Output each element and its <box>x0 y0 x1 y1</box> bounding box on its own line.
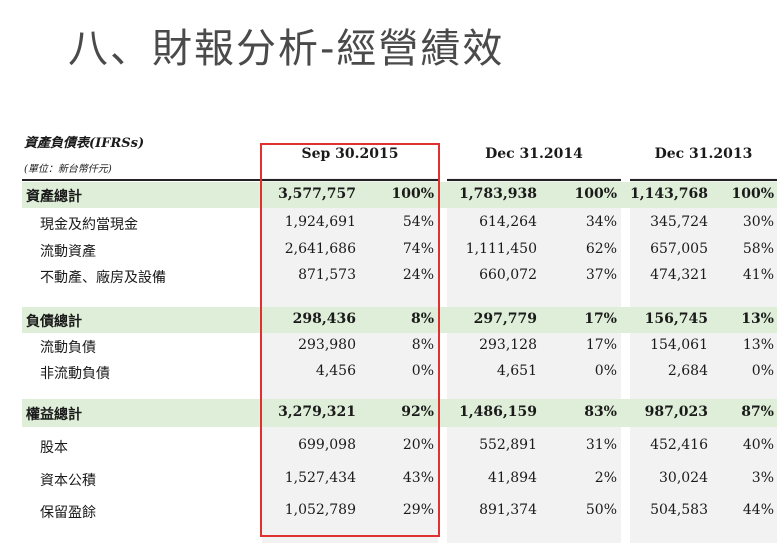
percent-cell: 44% <box>742 502 774 518</box>
percent-cell: 83% <box>584 404 617 420</box>
column-bg-2 <box>447 178 621 543</box>
percent-cell: 87% <box>741 404 774 420</box>
percent-cell: 41% <box>742 267 774 283</box>
percent-cell: 8% <box>411 337 434 353</box>
total-band-equity <box>22 399 777 427</box>
total-row-label: 權益總計 <box>26 407 82 423</box>
percent-cell: 17% <box>584 311 617 327</box>
amount-cell: 156,745 <box>644 311 708 327</box>
amount-cell: 452,416 <box>650 437 708 453</box>
amount-cell: 2,641,686 <box>284 241 356 257</box>
amount-cell: 1,143,768 <box>630 186 708 202</box>
percent-cell: 20% <box>402 437 434 453</box>
percent-cell: 8% <box>410 311 434 327</box>
total-band-liabilities <box>22 307 777 333</box>
percent-cell: 13% <box>741 311 774 327</box>
amount-cell: 297,779 <box>473 311 537 327</box>
highlight-box <box>260 143 440 537</box>
amount-cell: 298,436 <box>292 311 356 327</box>
row-label: 流動資產 <box>40 244 96 260</box>
period-header-3: Dec 31.2013 <box>654 146 753 162</box>
percent-cell: 17% <box>585 337 617 353</box>
percent-cell: 74% <box>402 241 434 257</box>
total-row-label: 資產總計 <box>26 189 82 205</box>
amount-cell: 3,577,757 <box>278 186 356 202</box>
amount-cell: 4,456 <box>315 363 356 379</box>
header-rule <box>262 179 438 181</box>
percent-cell: 54% <box>402 214 434 230</box>
amount-cell: 657,005 <box>650 241 708 257</box>
row-label: 股本 <box>40 440 68 456</box>
percent-cell: 100% <box>391 186 434 202</box>
amount-cell: 699,098 <box>298 437 356 453</box>
amount-cell: 1,527,434 <box>284 470 356 486</box>
amount-cell: 552,891 <box>479 437 537 453</box>
amount-cell: 2,684 <box>667 363 708 379</box>
amount-cell: 41,894 <box>488 470 537 486</box>
percent-cell: 0% <box>751 363 774 379</box>
percent-cell: 2% <box>594 470 617 486</box>
amount-cell: 614,264 <box>479 214 537 230</box>
row-label: 不動產、廠房及設備 <box>40 270 166 286</box>
percent-cell: 62% <box>585 241 617 257</box>
period-header-1: Sep 30.2015 <box>301 146 399 162</box>
row-label: 資本公積 <box>40 473 96 489</box>
row-label: 現金及約當現金 <box>40 217 138 233</box>
column-bg-3 <box>630 178 777 543</box>
percent-cell: 43% <box>402 470 434 486</box>
amount-cell: 1,486,159 <box>459 404 537 420</box>
percent-cell: 34% <box>585 214 617 230</box>
amount-cell: 474,321 <box>650 267 708 283</box>
percent-cell: 40% <box>742 437 774 453</box>
percent-cell: 30% <box>742 214 774 230</box>
percent-cell: 50% <box>585 502 617 518</box>
amount-cell: 1,924,691 <box>284 214 356 230</box>
row-label: 流動負債 <box>40 340 96 356</box>
total-row-label: 負債總計 <box>26 314 82 330</box>
percent-cell: 0% <box>411 363 434 379</box>
percent-cell: 29% <box>402 502 434 518</box>
percent-cell: 24% <box>402 267 434 283</box>
slide-title: 八、財報分析-經營績效 <box>68 26 505 72</box>
amount-cell: 1,783,938 <box>459 186 537 202</box>
percent-cell: 37% <box>585 267 617 283</box>
amount-cell: 293,980 <box>298 337 356 353</box>
row-label: 保留盈餘 <box>40 505 96 521</box>
amount-cell: 1,052,789 <box>284 502 356 518</box>
amount-cell: 660,072 <box>479 267 537 283</box>
percent-cell: 92% <box>401 404 434 420</box>
table-title: 資產負債表(IFRSs) <box>24 136 145 151</box>
percent-cell: 100% <box>731 186 774 202</box>
percent-cell: 0% <box>594 363 617 379</box>
amount-cell: 1,111,450 <box>465 241 537 257</box>
amount-cell: 154,061 <box>650 337 708 353</box>
row-label: 非流動負債 <box>40 366 110 382</box>
amount-cell: 504,583 <box>650 502 708 518</box>
period-header-2: Dec 31.2014 <box>485 146 583 162</box>
amount-cell: 4,651 <box>496 363 537 379</box>
table-unit: (單位：新台幣仟元) <box>24 164 112 175</box>
percent-cell: 58% <box>742 241 774 257</box>
amount-cell: 891,374 <box>479 502 537 518</box>
amount-cell: 30,024 <box>659 470 708 486</box>
percent-cell: 31% <box>585 437 617 453</box>
total-band-assets <box>22 182 777 208</box>
amount-cell: 871,573 <box>298 267 356 283</box>
column-bg-1 <box>262 178 438 543</box>
amount-cell: 345,724 <box>650 214 708 230</box>
percent-cell: 3% <box>751 470 774 486</box>
amount-cell: 293,128 <box>479 337 537 353</box>
header-rule <box>22 179 260 181</box>
header-rule <box>630 179 777 181</box>
percent-cell: 13% <box>742 337 774 353</box>
percent-cell: 100% <box>574 186 617 202</box>
amount-cell: 3,279,321 <box>278 404 356 420</box>
header-rule <box>447 179 621 181</box>
amount-cell: 987,023 <box>644 404 708 420</box>
